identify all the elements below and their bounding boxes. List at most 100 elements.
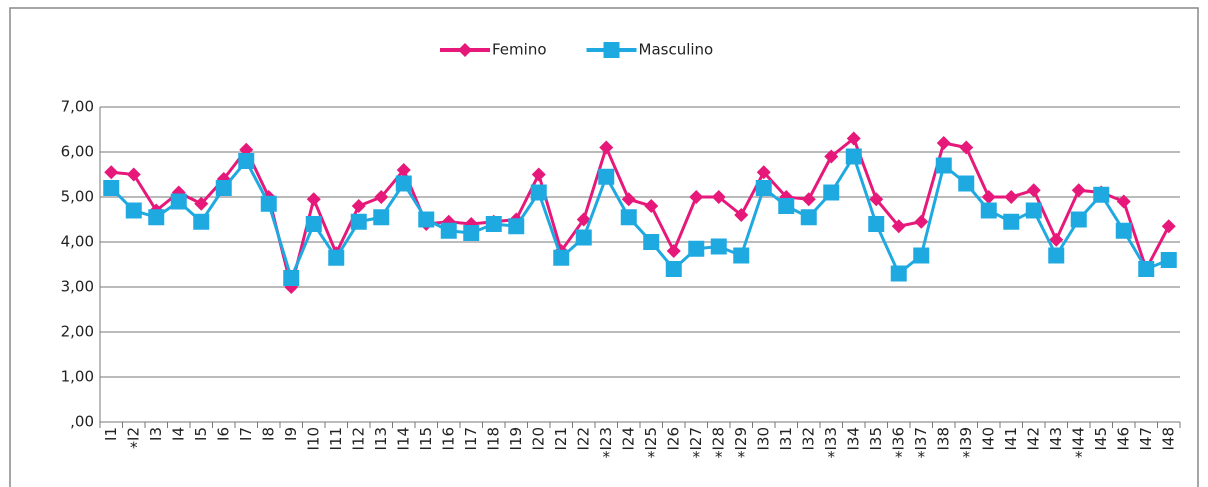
legend-label: Masculino xyxy=(639,41,714,59)
point xyxy=(350,213,367,230)
point xyxy=(170,193,187,210)
point xyxy=(981,190,996,204)
point xyxy=(868,216,885,232)
x-tick-label: I1 xyxy=(102,427,120,441)
x-tick-label: I13 xyxy=(372,427,390,451)
category-note: * xyxy=(693,448,701,466)
point xyxy=(755,180,772,196)
point xyxy=(621,192,636,207)
x-tick-label: I35 xyxy=(867,427,885,451)
x-tick-label: I24 xyxy=(619,427,637,451)
x-tick-label: I43 xyxy=(1047,427,1065,451)
y-tick-label: 1,00 xyxy=(61,368,94,386)
point xyxy=(603,42,620,58)
x-tick-label: I9 xyxy=(282,427,300,441)
category-note: * xyxy=(603,448,611,466)
x-tick-label: I29 xyxy=(732,427,750,451)
y-tick-label: 4,00 xyxy=(61,233,94,251)
x-tick-label: I8 xyxy=(259,427,277,441)
point xyxy=(936,136,951,150)
point xyxy=(125,202,142,219)
x-tick-label: I20 xyxy=(529,427,547,451)
point xyxy=(396,163,411,177)
point xyxy=(418,211,435,228)
point xyxy=(689,190,704,204)
x-tick-label: I10 xyxy=(304,427,322,451)
point xyxy=(148,209,165,226)
x-tick-label: I4 xyxy=(169,427,187,441)
point xyxy=(598,168,615,185)
point xyxy=(734,208,749,222)
point xyxy=(374,190,389,204)
point xyxy=(935,157,952,174)
point xyxy=(1138,261,1155,277)
point xyxy=(458,43,472,57)
point xyxy=(643,234,660,250)
point xyxy=(260,195,277,212)
point xyxy=(463,225,480,241)
point xyxy=(373,209,390,226)
point xyxy=(801,192,816,207)
point xyxy=(1004,190,1019,204)
point xyxy=(1071,183,1086,198)
point xyxy=(306,192,321,207)
x-tick-label: I23 xyxy=(597,427,615,451)
point xyxy=(508,218,525,235)
point xyxy=(238,153,255,169)
x-tick-label: I40 xyxy=(979,427,997,451)
x-tick-label: I21 xyxy=(552,427,570,451)
x-tick-label: I31 xyxy=(777,427,795,451)
point xyxy=(126,167,141,182)
category-note: * xyxy=(648,448,656,466)
x-tick-label: I28 xyxy=(709,427,727,451)
x-tick-label: I32 xyxy=(799,427,817,451)
x-tick-label: I37 xyxy=(912,427,930,451)
point xyxy=(440,222,457,239)
point xyxy=(958,175,975,192)
x-tick-label: I41 xyxy=(1002,427,1020,451)
x-tick-label: I16 xyxy=(439,427,457,451)
point xyxy=(644,199,659,213)
x-tick-label: I33 xyxy=(822,427,840,451)
series-line xyxy=(111,136,1171,288)
x-tick-label: I7 xyxy=(237,427,255,441)
y-tick-label: ,00 xyxy=(70,413,94,431)
point xyxy=(1048,247,1065,264)
point xyxy=(980,202,997,219)
y-tick-label: 5,00 xyxy=(61,188,94,206)
x-tick-label: I34 xyxy=(844,427,862,451)
category-note: * xyxy=(130,438,138,456)
y-tick-label: 2,00 xyxy=(61,323,94,341)
y-tick-label: 6,00 xyxy=(61,143,94,161)
x-tick-label: I36 xyxy=(889,427,907,451)
point xyxy=(733,247,750,264)
point xyxy=(1116,194,1131,209)
point xyxy=(688,240,705,257)
point xyxy=(665,261,682,277)
point xyxy=(328,249,345,266)
point xyxy=(194,196,209,211)
point xyxy=(959,140,974,155)
x-tick-label: I15 xyxy=(417,427,435,451)
point xyxy=(891,219,906,234)
x-tick-label: I25 xyxy=(642,427,660,451)
x-tick-label: I47 xyxy=(1137,427,1155,451)
x-tick-label: I18 xyxy=(484,427,502,451)
x-tick-label: I19 xyxy=(507,427,525,451)
point xyxy=(756,165,771,180)
legend-label: Femino xyxy=(492,41,547,59)
point xyxy=(711,190,726,204)
x-tick-label: I22 xyxy=(574,427,592,451)
x-tick-label: I42 xyxy=(1024,427,1042,451)
category-note: * xyxy=(963,448,971,466)
point xyxy=(1093,186,1110,203)
category-note: * xyxy=(918,448,926,466)
point xyxy=(913,247,930,264)
point xyxy=(575,229,592,246)
point xyxy=(599,140,614,155)
x-tick-label: I39 xyxy=(957,427,975,451)
point xyxy=(1115,222,1132,239)
point xyxy=(395,175,412,192)
category-note: * xyxy=(715,448,723,466)
